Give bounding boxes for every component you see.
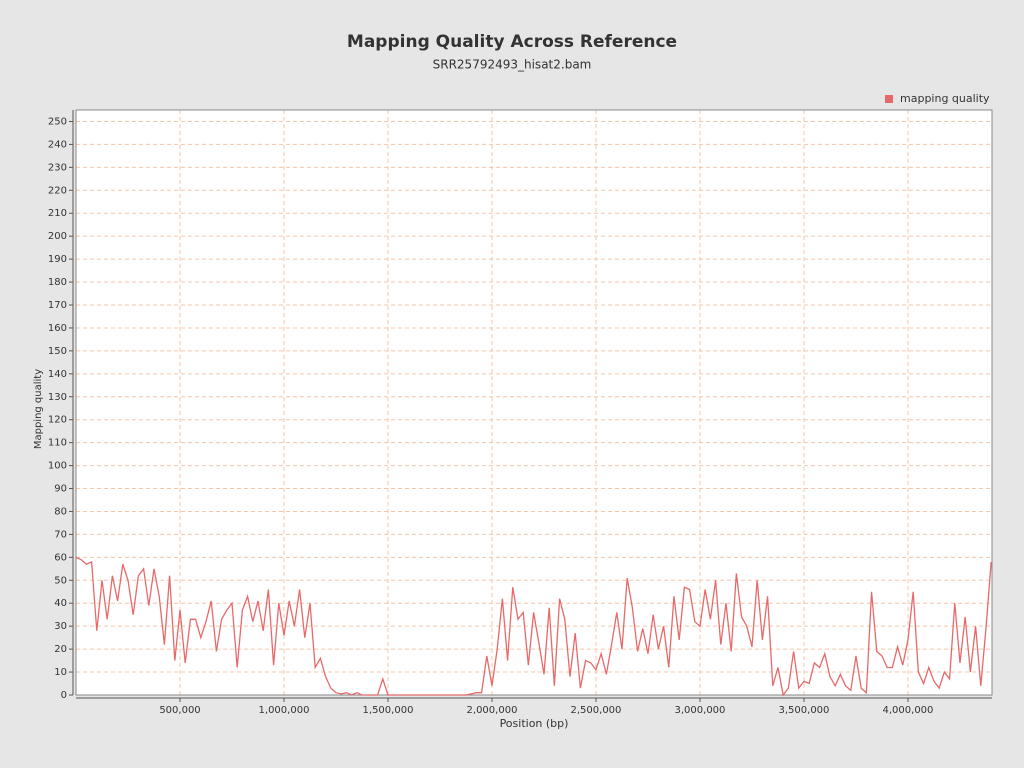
y-tick-label: 50 [54,575,67,586]
y-tick-label: 70 [54,529,67,540]
y-tick-label: 120 [48,415,67,426]
y-tick-label: 20 [54,644,67,655]
y-tick-label: 10 [54,667,67,678]
legend-swatch [885,95,893,103]
y-tick-label: 220 [48,185,67,196]
y-tick-label: 0 [61,690,67,701]
y-tick-label: 140 [48,369,67,380]
y-tick-label: 250 [48,116,67,127]
y-tick-label: 200 [48,231,67,242]
y-tick-label: 160 [48,323,67,334]
x-axis-label: Position (bp) [500,717,569,730]
x-tick-label: 500,000 [159,705,200,716]
y-tick-label: 110 [48,438,67,449]
y-tick-label: 240 [48,139,67,150]
y-tick-label: 170 [48,300,67,311]
y-tick-label: 90 [54,484,67,495]
x-tick-label: 4,000,000 [883,705,934,716]
chart-subtitle: SRR25792493_hisat2.bam [433,58,592,72]
legend-label: mapping quality [900,92,990,105]
y-tick-label: 100 [48,461,67,472]
y-tick-label: 30 [54,621,67,632]
x-tick-label: 2,500,000 [571,705,622,716]
y-tick-label: 180 [48,277,67,288]
y-tick-label: 130 [48,392,67,403]
x-tick-label: 3,000,000 [675,705,726,716]
chart-title: Mapping Quality Across Reference [347,32,677,52]
y-tick-label: 40 [54,598,67,609]
data-line [75,556,992,697]
plot-border [75,109,993,696]
x-tick-label: 2,000,000 [467,705,518,716]
y-tick-label: 230 [48,162,67,173]
y-tick-label: 190 [48,254,67,265]
y-tick-label: 60 [54,552,67,563]
y-tick-label: 210 [48,208,67,219]
y-axis-label: Mapping quality [33,369,44,449]
plot-area [76,110,992,695]
y-tick-label: 150 [48,346,67,357]
x-tick-label: 1,500,000 [363,705,414,716]
x-tick-label: 3,500,000 [779,705,830,716]
y-tick-label: 80 [54,506,67,517]
x-tick-label: 1,000,000 [259,705,310,716]
